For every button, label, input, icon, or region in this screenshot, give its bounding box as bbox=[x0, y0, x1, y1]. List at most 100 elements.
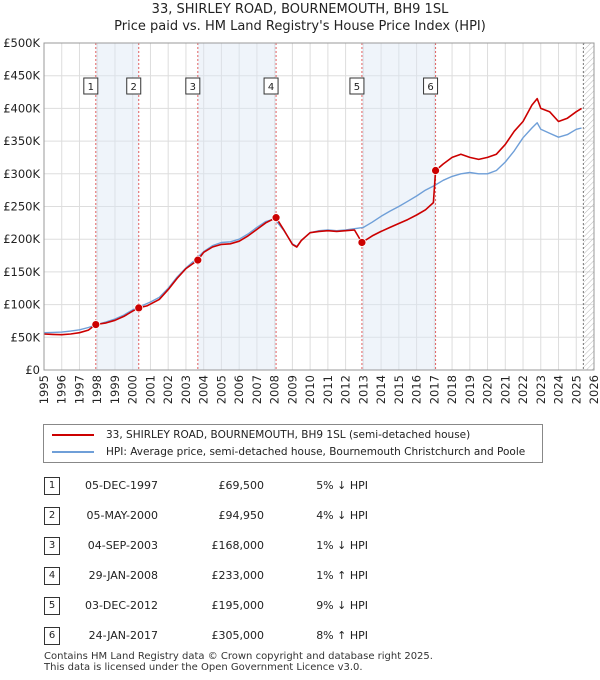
sale-number: 4 bbox=[44, 567, 60, 585]
sale-number: 6 bbox=[44, 627, 60, 645]
sale-number-label: 2 bbox=[131, 82, 137, 93]
sale-number: 2 bbox=[44, 507, 60, 525]
sales-row: 1 05-DEC-1997 £69,500 5% ↓ HPI bbox=[0, 470, 600, 500]
sale-number-label: 6 bbox=[427, 82, 433, 93]
sale-point bbox=[91, 320, 101, 329]
sale-number: 1 bbox=[44, 477, 60, 495]
x-tick-label: 2022 bbox=[516, 375, 530, 404]
y-tick-label: £150K bbox=[3, 265, 40, 279]
sale-date: 03-DEC-2012 bbox=[84, 599, 158, 612]
sale-hpi-diff: 4% ↓ HPI bbox=[316, 509, 368, 522]
legend-swatch-property bbox=[52, 434, 94, 436]
x-tick-label: 1998 bbox=[90, 375, 104, 404]
sale-number: 5 bbox=[44, 597, 60, 615]
sale-date: 05-MAY-2000 bbox=[86, 509, 158, 522]
x-tick-label: 2025 bbox=[569, 375, 583, 404]
sale-number-box bbox=[185, 77, 201, 95]
price-chart: £0 £50K £100K £150K £200K £250K £300K £350K £400… bbox=[3, 36, 600, 404]
future-hatch-region bbox=[583, 43, 594, 370]
sale-price: £195,000 bbox=[211, 599, 265, 612]
x-tick-label: 2007 bbox=[250, 375, 264, 404]
sale-point bbox=[431, 166, 440, 175]
y-tick-label: £350K bbox=[3, 134, 40, 148]
y-tick-label: £50K bbox=[11, 330, 41, 344]
sale-number-box bbox=[423, 77, 439, 95]
sales-row: 6 24-JAN-2017 £305,000 8% ↑ HPI bbox=[0, 620, 600, 650]
sale-point bbox=[134, 303, 144, 313]
sale-hpi-diff: 9% ↓ HPI bbox=[316, 599, 368, 612]
sale-number-label: 4 bbox=[268, 82, 274, 93]
sale-number-label: 5 bbox=[354, 82, 360, 93]
sale-date: 05-DEC-1997 bbox=[84, 479, 158, 492]
footer-licence: This data is licensed under the Open Gov… bbox=[44, 662, 363, 673]
sale-point bbox=[193, 255, 203, 265]
sale-number-label: 1 bbox=[88, 82, 94, 93]
sale-number-box bbox=[83, 77, 99, 95]
sale-price: £94,950 bbox=[218, 509, 265, 522]
sale-price: £69,500 bbox=[218, 479, 265, 492]
x-tick-label: 2005 bbox=[214, 375, 228, 404]
sale-period-band bbox=[95, 43, 139, 370]
sale-number-box bbox=[126, 77, 142, 95]
sale-number: 3 bbox=[44, 537, 60, 555]
chart-subtitle: Price paid vs. HM Land Registry's House … bbox=[114, 19, 486, 34]
sale-point bbox=[271, 213, 281, 223]
x-tick-label: 2023 bbox=[534, 375, 548, 404]
sales-row: 3 04-SEP-2003 £168,000 1% ↓ HPI bbox=[0, 530, 600, 560]
y-tick-label: £450K bbox=[3, 69, 40, 83]
sale-hpi-diff: 1% ↑ HPI bbox=[316, 569, 368, 582]
x-tick-label: 2012 bbox=[339, 375, 353, 404]
sale-price: £233,000 bbox=[211, 569, 265, 582]
x-tick-label: 2000 bbox=[126, 375, 140, 404]
x-tick-label: 2003 bbox=[179, 375, 193, 404]
x-tick-label: 2011 bbox=[321, 375, 335, 404]
legend-item-hpi: HPI: Average price, semi-detached house,… bbox=[52, 444, 525, 460]
sales-row: 2 05-MAY-2000 £94,950 4% ↓ HPI bbox=[0, 500, 600, 530]
sale-period-band bbox=[197, 43, 277, 370]
sale-date: 24-JAN-2017 bbox=[88, 629, 158, 642]
x-tick-label: 2021 bbox=[498, 375, 512, 404]
x-tick-label: 2017 bbox=[427, 375, 441, 404]
y-tick-label: £0 bbox=[25, 363, 40, 377]
x-tick-label: 2001 bbox=[143, 375, 157, 404]
x-tick-label: 2009 bbox=[285, 375, 299, 404]
y-tick-label: £250K bbox=[3, 200, 40, 214]
sale-date: 29-JAN-2008 bbox=[88, 569, 158, 582]
footer: Contains HM Land Registry data © Crown c… bbox=[44, 651, 433, 673]
x-tick-label: 1999 bbox=[108, 375, 122, 404]
x-tick-label: 2014 bbox=[374, 375, 388, 404]
legend-label-property: 33, SHIRLEY ROAD, BOURNEMOUTH, BH9 1SL (… bbox=[106, 429, 471, 441]
sales-row: 4 29-JAN-2008 £233,000 1% ↑ HPI bbox=[0, 560, 600, 590]
y-tick-label: £300K bbox=[3, 167, 40, 181]
plot-frame bbox=[43, 42, 595, 371]
legend-item-property: 33, SHIRLEY ROAD, BOURNEMOUTH, BH9 1SL (… bbox=[52, 427, 470, 443]
sale-hpi-diff: 1% ↓ HPI bbox=[316, 539, 368, 552]
x-tick-label: 2026 bbox=[587, 375, 600, 404]
sale-price: £168,000 bbox=[211, 539, 265, 552]
legend-swatch-hpi bbox=[52, 451, 94, 453]
x-tick-label: 2019 bbox=[463, 375, 477, 404]
x-tick-label: 2010 bbox=[303, 375, 317, 404]
x-tick-label: 2004 bbox=[197, 375, 211, 404]
x-tick-label: 2016 bbox=[410, 375, 424, 404]
x-tick-label: 2020 bbox=[481, 375, 495, 404]
x-tick-label: 2006 bbox=[232, 375, 246, 404]
legend-label-hpi: HPI: Average price, semi-detached house,… bbox=[106, 446, 526, 458]
sale-point bbox=[357, 238, 367, 247]
x-tick-label: 1997 bbox=[72, 375, 86, 404]
y-tick-label: £100K bbox=[3, 298, 40, 312]
sales-row: 5 03-DEC-2012 £195,000 9% ↓ HPI bbox=[0, 590, 600, 620]
x-tick-label: 2015 bbox=[392, 375, 406, 404]
sale-number-box bbox=[349, 77, 365, 95]
x-tick-label: 2018 bbox=[445, 375, 459, 404]
y-tick-label: £500K bbox=[3, 36, 40, 50]
y-tick-label: £200K bbox=[3, 232, 40, 246]
footer-copyright: Contains HM Land Registry data © Crown c… bbox=[44, 651, 433, 662]
x-tick-label: 2002 bbox=[161, 375, 175, 404]
x-tick-label: 2024 bbox=[552, 375, 566, 404]
legend: 33, SHIRLEY ROAD, BOURNEMOUTH, BH9 1SL (… bbox=[43, 424, 543, 463]
sale-hpi-diff: 8% ↑ HPI bbox=[316, 629, 368, 642]
x-tick-label: 1996 bbox=[55, 375, 69, 404]
chart-title: 33, SHIRLEY ROAD, BOURNEMOUTH, BH9 1SL bbox=[151, 2, 449, 17]
sale-date: 04-SEP-2003 bbox=[87, 539, 158, 552]
